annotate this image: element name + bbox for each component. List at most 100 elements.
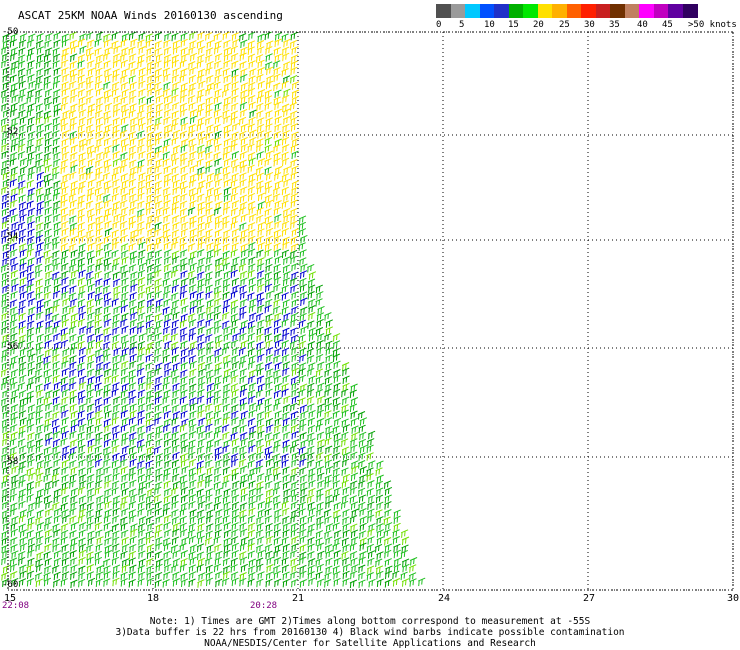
wind-barb [215,509,223,518]
wind-barb [104,220,112,230]
wind-barb [367,528,375,538]
wind-barb [247,151,256,161]
wind-barb [36,137,44,146]
wind-barb [238,33,247,42]
wind-barb [19,124,27,133]
wind-barb [130,235,138,244]
wind-barb [155,438,163,447]
wind-barb [238,207,247,216]
wind-barb [290,501,299,510]
wind-barb [196,39,204,49]
wind-barb [283,395,291,405]
wind-barb [306,494,315,504]
wind-barb [231,131,239,140]
wind-barb [43,221,52,230]
wind-barb [273,235,282,244]
wind-barb [28,130,36,140]
wind-barb [400,529,409,538]
wind-barb [9,108,18,118]
map-title: ASCAT 25KM NOAA Winds 20160130 ascending [18,9,283,22]
wind-barb [393,543,401,553]
wind-barb [222,284,231,293]
wind-barb [222,31,230,41]
wind-barb [138,46,146,55]
wind-barb [162,382,170,391]
wind-barb [316,340,324,349]
wind-barb [171,94,179,104]
wind-barb [189,151,197,160]
wind-barb [232,38,240,48]
wind-barb [95,374,103,384]
wind-barb [213,285,222,294]
wind-barb [409,557,418,566]
wind-barb [35,75,44,84]
wind-barb [266,75,274,84]
wind-barb [62,297,70,307]
wind-barb [366,572,374,581]
wind-barb [290,60,298,70]
wind-barb [96,361,104,371]
wind-barb [146,66,154,76]
wind-barb [35,495,43,504]
wind-barb [129,326,137,335]
wind-barb [164,32,172,42]
wind-barb [383,537,392,546]
wind-barb [145,313,153,323]
wind-barb [26,271,35,280]
wind-barb [137,277,146,286]
wind-barb [137,523,146,532]
wind-barb [257,257,265,266]
wind-barb [87,67,95,77]
wind-barb [281,151,289,161]
wind-barb [163,318,172,328]
wind-barb [104,95,112,104]
wind-barb [400,549,408,559]
wind-barb [171,87,179,97]
wind-barb [111,172,119,181]
wind-barb [247,248,256,258]
wind-barb [256,438,264,448]
wind-barb [102,150,111,160]
wind-barb [316,542,325,552]
wind-barb [61,332,69,342]
wind-barb [240,235,248,244]
wind-barb [35,116,43,125]
wind-barb [163,446,172,455]
wind-barb [350,397,359,406]
wind-barb [104,73,112,83]
wind-barb [129,250,137,260]
wind-barb [111,480,120,489]
wind-barb [214,53,223,62]
wind-barb [187,270,196,279]
wind-barb [222,424,230,433]
wind-barb [315,389,323,398]
wind-barb [121,33,130,42]
wind-barb [274,32,283,41]
wind-barb [129,53,137,62]
wind-barb [324,459,333,469]
wind-barb [291,509,299,518]
wind-barb [2,431,10,440]
wind-barb [1,354,9,363]
wind-barb [214,515,223,525]
legend-swatch [436,4,451,18]
wind-barb [154,264,162,273]
wind-barb [197,102,205,112]
wind-barb [317,439,325,448]
wind-barb [282,439,290,449]
wind-barb [69,122,77,132]
wind-barb [205,144,213,154]
wind-barb [306,396,315,405]
wind-barb [230,313,239,322]
wind-barb [69,80,77,90]
wind-barb [146,431,155,441]
wind-barb [325,565,333,574]
wind-barb [18,299,27,308]
wind-barb [69,285,77,294]
wind-barb [316,346,324,356]
wind-barb [111,241,120,251]
wind-barb [205,67,213,76]
wind-barb [223,474,231,483]
wind-barb [129,171,137,181]
wind-barb [282,404,291,413]
